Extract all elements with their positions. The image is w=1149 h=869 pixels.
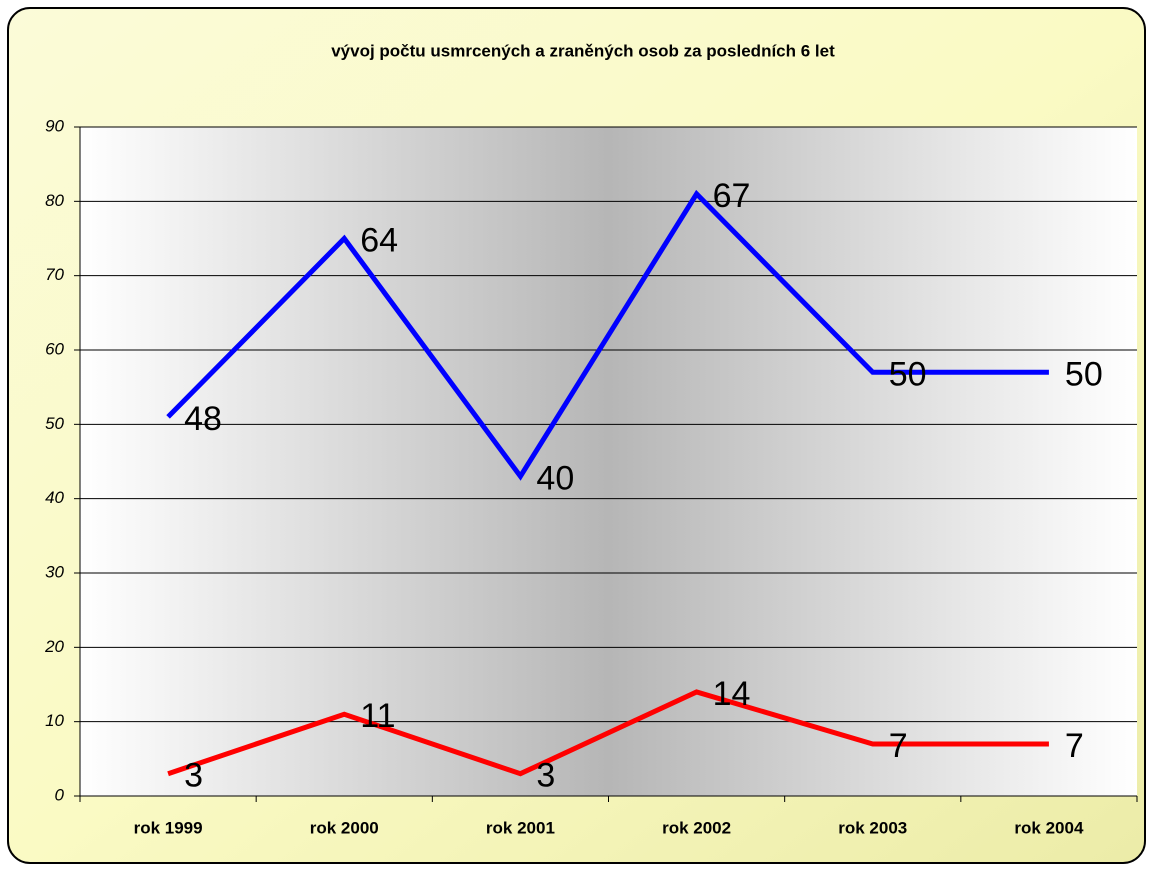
y-tick-label: 20 (44, 637, 64, 656)
data-label: 67 (713, 177, 751, 215)
data-label: 50 (889, 355, 927, 393)
data-label: 40 (536, 459, 574, 497)
plot-area (80, 127, 1137, 796)
data-label: 50 (1065, 355, 1103, 393)
y-tick-label: 40 (45, 488, 64, 507)
data-label: 7 (889, 727, 908, 765)
series-line (166, 189, 1049, 481)
x-tick-label: rok 2001 (486, 818, 555, 837)
chart-title: vývoj počtu usmrcených a zraněných osob … (331, 41, 835, 60)
data-label: 7 (1065, 727, 1084, 765)
data-label: 64 (360, 221, 398, 259)
y-tick-label: 10 (45, 711, 64, 730)
x-tick-label: rok 2003 (838, 818, 907, 837)
data-label: 48 (184, 400, 222, 438)
data-label: 14 (713, 675, 751, 713)
x-tick-label: rok 2000 (310, 818, 379, 837)
y-tick-label: 90 (45, 116, 64, 135)
data-label: 11 (360, 697, 395, 735)
data-label: 3 (184, 757, 203, 795)
data-label: 3 (536, 757, 555, 795)
y-tick-label: 80 (45, 191, 64, 210)
x-tick-label: rok 2002 (662, 818, 731, 837)
y-tick-label: 70 (45, 265, 64, 284)
series-line (167, 689, 1049, 777)
x-tick-label: rok 1999 (134, 818, 203, 837)
y-tick-label: 60 (45, 339, 64, 358)
x-tick-label: rok 2004 (1014, 818, 1084, 837)
y-tick-label: 50 (45, 414, 64, 433)
y-tick-label: 0 (55, 785, 65, 804)
y-tick-label: 30 (45, 562, 64, 581)
